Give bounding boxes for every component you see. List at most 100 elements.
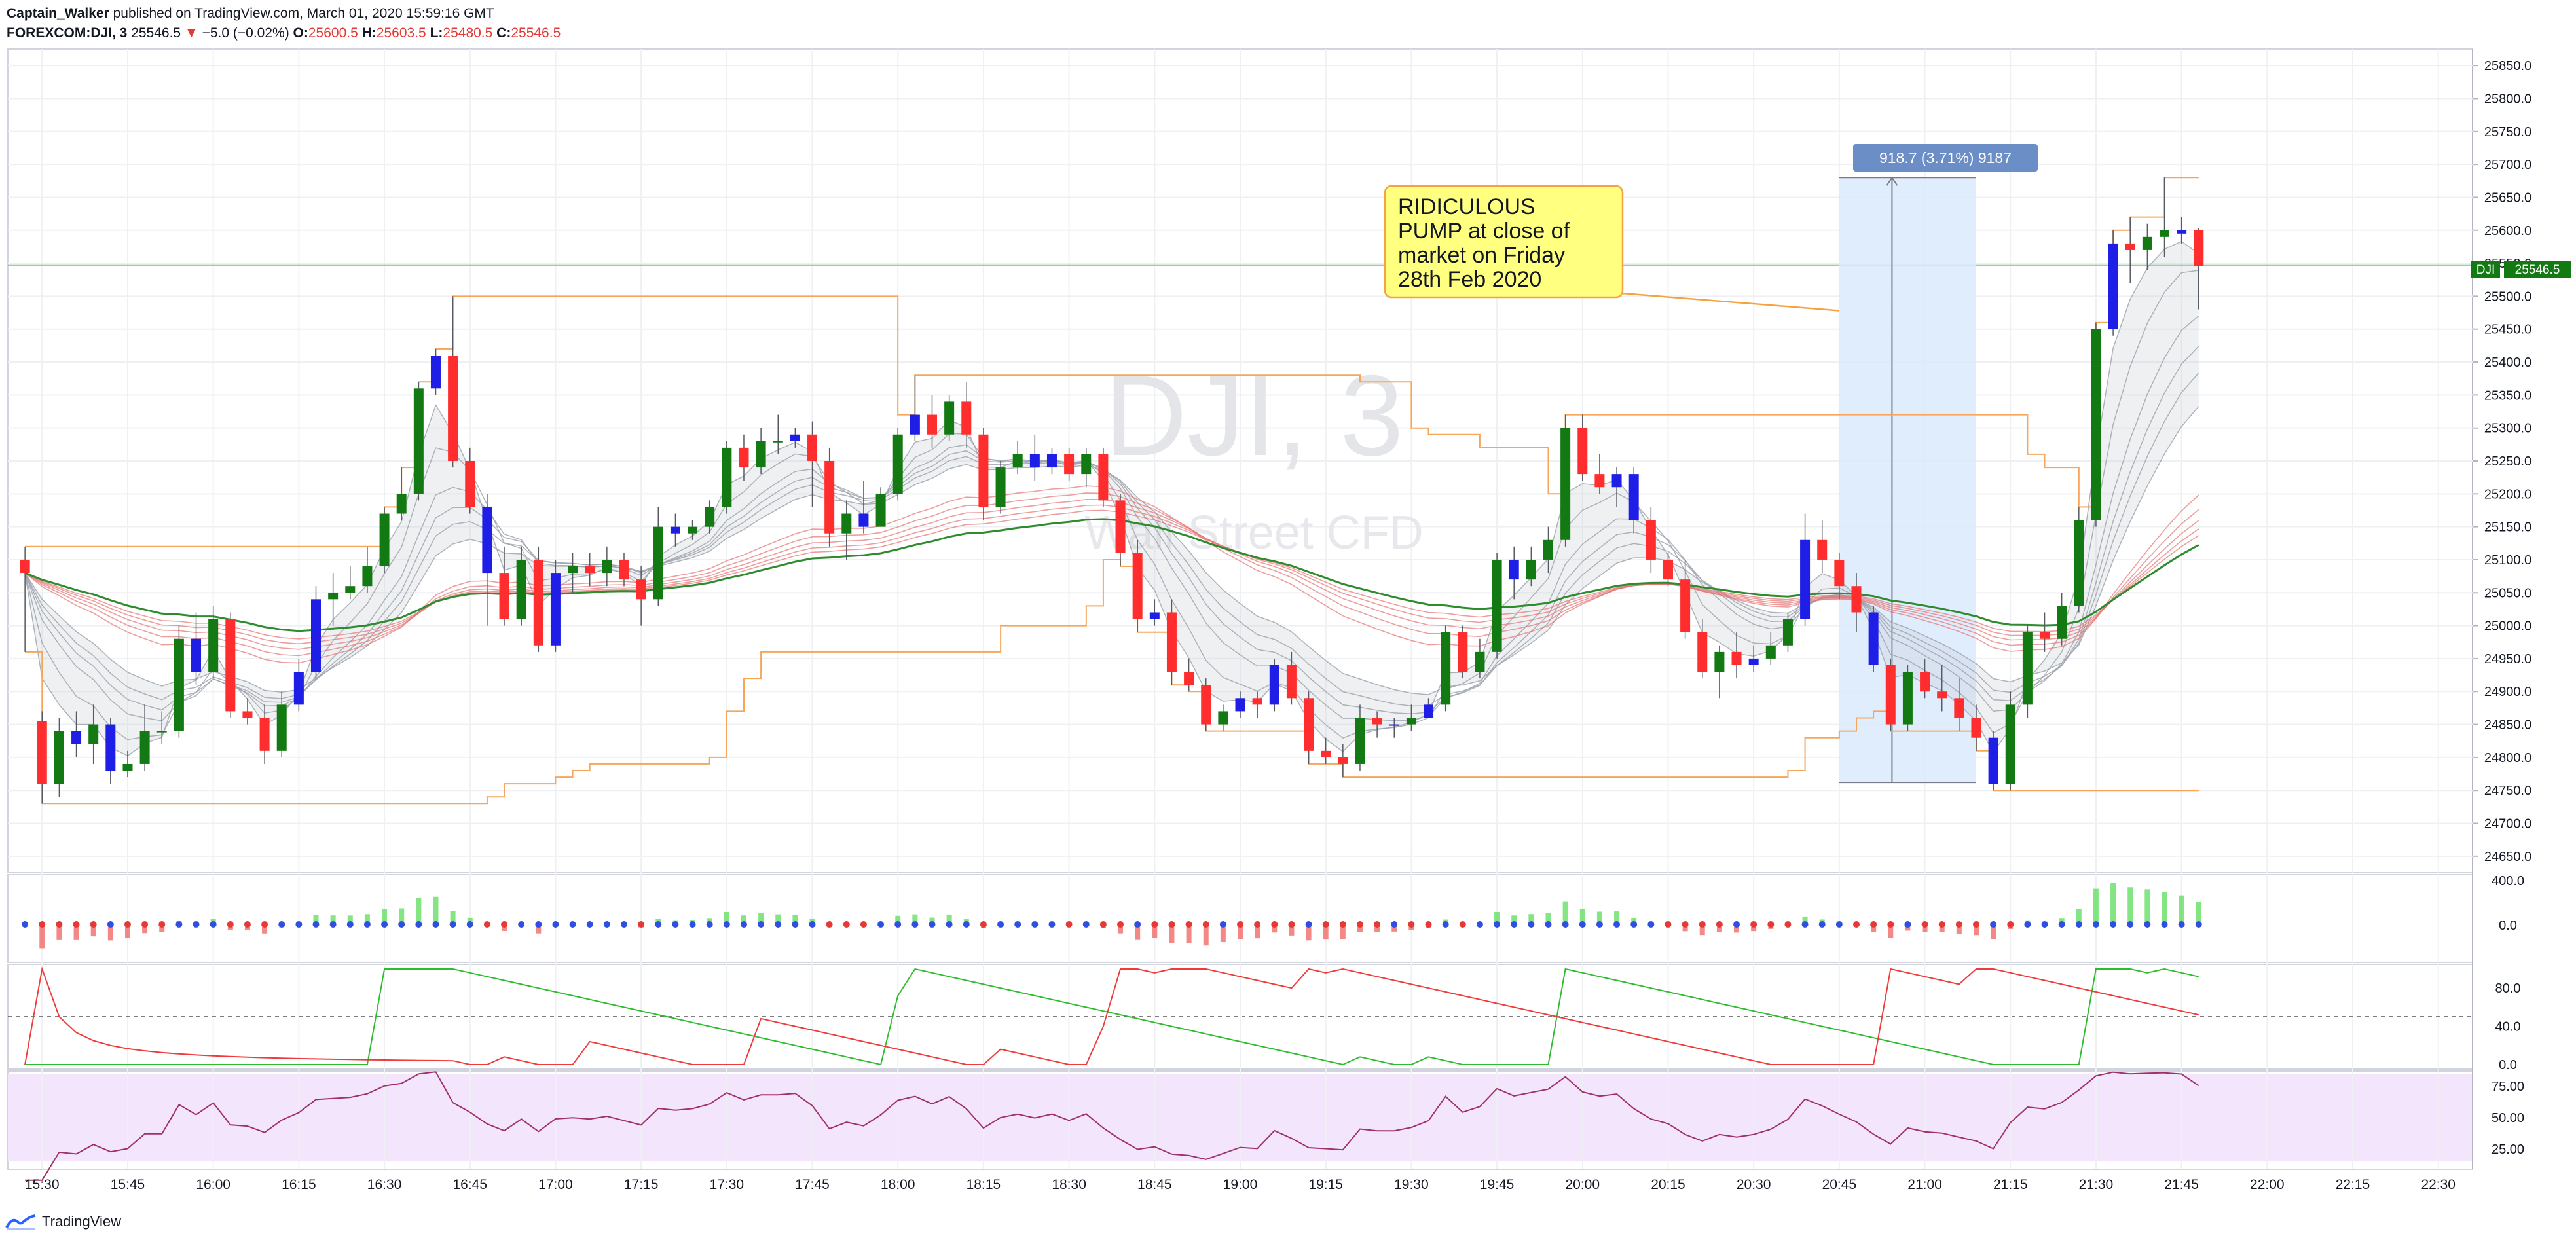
candle <box>1868 606 1879 672</box>
momentum-dot <box>1374 921 1381 928</box>
last-price: 25546.5 <box>131 26 181 41</box>
momentum-bar <box>929 917 935 924</box>
candle <box>1971 704 1981 751</box>
callout-line-2: PUMP at close of <box>1398 219 1570 244</box>
candle-body <box>1765 645 1776 659</box>
candle <box>242 698 253 725</box>
candle <box>1902 665 1913 731</box>
time-tick-label: 22:30 <box>2421 1177 2456 1192</box>
candle <box>379 507 390 574</box>
candle <box>1748 645 1759 672</box>
time-tick-label: 17:45 <box>795 1177 830 1192</box>
time-tick-label: 19:00 <box>1223 1177 1258 1192</box>
candle-body <box>1458 632 1468 672</box>
candle <box>568 553 578 593</box>
candle-body <box>1594 474 1605 488</box>
candle <box>122 750 133 778</box>
momentum-bar <box>73 924 79 940</box>
momentum-dot <box>723 921 730 928</box>
momentum-bar <box>2144 889 2150 924</box>
momentum-dot <box>1511 921 1518 928</box>
momentum-bar <box>1118 924 1124 934</box>
candle-body <box>1543 539 1553 560</box>
candle-body <box>927 414 937 435</box>
candle-body <box>1286 665 1297 699</box>
candle-body <box>2142 236 2152 250</box>
candle <box>293 658 304 712</box>
momentum-bar <box>2076 909 2082 924</box>
time-tick-label: 21:30 <box>2079 1177 2114 1192</box>
candle-body <box>2160 230 2169 237</box>
momentum-bar <box>1579 908 1585 924</box>
candle-body <box>1611 474 1622 488</box>
price-tick-label: 25000.0 <box>2484 619 2531 634</box>
open-value: 25600.5 <box>308 26 358 41</box>
momentum-bar <box>2179 895 2184 924</box>
open-label: O: <box>293 26 308 41</box>
candle-body <box>413 388 424 494</box>
momentum-dot <box>278 921 285 928</box>
candle <box>1646 507 1656 574</box>
candle-body <box>1235 698 1245 712</box>
candle-body <box>2022 632 2033 705</box>
momentum-bar <box>2196 902 2201 924</box>
low-label: L: <box>430 26 443 41</box>
slow-ema-line <box>24 518 2199 632</box>
candle <box>1029 434 1040 481</box>
candle <box>1663 553 1673 587</box>
momentum-dot <box>483 921 490 928</box>
momentum-bar <box>775 914 781 924</box>
price-tick-label: 24650.0 <box>2484 850 2531 864</box>
momentum-dot <box>227 921 234 928</box>
candle-body <box>602 559 612 574</box>
candle-body <box>1441 632 1451 705</box>
candle <box>1372 711 1382 738</box>
candle-body <box>961 401 972 435</box>
candle-body <box>1338 757 1348 764</box>
price-tick-label: 25750.0 <box>2484 125 2531 139</box>
candle <box>1098 447 1109 507</box>
momentum-dot <box>1870 921 1877 928</box>
candle <box>311 586 321 679</box>
close-label: C: <box>496 26 511 41</box>
candle-body <box>1492 559 1502 652</box>
momentum-dot <box>415 921 422 928</box>
momentum-dot <box>980 921 987 928</box>
candle <box>225 612 236 718</box>
candle-body <box>311 599 321 672</box>
candle-body <box>1406 718 1416 725</box>
momentum-bar <box>1614 911 1620 924</box>
callout-annotation[interactable]: RIDICULOUS PUMP at close of market on Fr… <box>1384 185 1839 312</box>
momentum-dot <box>175 921 183 928</box>
candle-body <box>328 593 339 600</box>
price-tick-label: 25250.0 <box>2484 454 2531 469</box>
candle-body <box>1800 539 1811 619</box>
momentum-dot <box>22 921 29 928</box>
momentum-bar <box>1991 924 1996 939</box>
price-tick-label: 25050.0 <box>2484 586 2531 600</box>
candle-body <box>2108 243 2118 329</box>
candle <box>602 546 612 587</box>
callout-box[interactable] <box>1384 185 1624 299</box>
candle-body <box>2091 329 2101 520</box>
candle <box>2074 507 2084 613</box>
momentum-bar <box>313 915 319 924</box>
momentum-bar <box>382 909 388 924</box>
candle <box>71 711 82 757</box>
momentum-dot <box>1784 921 1792 928</box>
time-tick-label: 16:45 <box>452 1177 487 1192</box>
momentum-dot <box>1014 921 1021 928</box>
publish-info: published on TradingView.com, March 01, … <box>113 6 494 21</box>
momentum-dot <box>1613 921 1621 928</box>
momentum-dot <box>1202 921 1209 928</box>
candle-body <box>1475 651 1485 672</box>
slow-ema-line <box>24 485 2199 664</box>
tradingview-brand[interactable]: TradingView <box>42 1213 122 1230</box>
author-name[interactable]: Captain_Walker <box>7 6 109 21</box>
candle <box>995 461 1006 514</box>
candle-body <box>1971 718 1981 738</box>
candle <box>2177 217 2187 244</box>
candle-body <box>688 526 698 534</box>
candle <box>756 428 766 475</box>
